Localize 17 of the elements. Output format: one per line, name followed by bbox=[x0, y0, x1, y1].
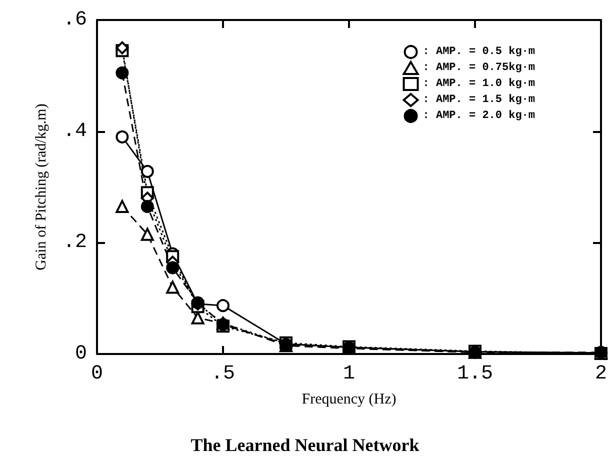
x-tick-label: 2 bbox=[594, 362, 608, 386]
y-tick-label: .2 bbox=[62, 231, 87, 254]
x-tick-label: .5 bbox=[210, 362, 236, 386]
legend-label: : AMP. = 0.75kg·m bbox=[422, 62, 536, 74]
y-tick-label: .6 bbox=[62, 8, 87, 32]
y-axis-title: Gain of Pitching (rad/kg.m) bbox=[34, 104, 50, 270]
legend-label: : AMP. = 1.5 kg·m bbox=[422, 94, 536, 106]
x-axis-title: Frequency (Hz) bbox=[302, 392, 396, 408]
legend-label: : AMP. = 2.0 kg·m bbox=[422, 110, 536, 122]
legend-label: : AMP. = 1.0 kg·m bbox=[422, 78, 536, 90]
legend-label: : AMP. = 0.5 kg·m bbox=[422, 46, 536, 58]
x-tick-label: 0 bbox=[90, 362, 104, 386]
text: The Learned Neural Network bbox=[190, 435, 420, 455]
x-tick-label: 1.5 bbox=[456, 362, 494, 386]
x-tick-label: 1 bbox=[342, 362, 356, 386]
y-tick-label: 0 bbox=[74, 342, 87, 366]
y-tick-label: .4 bbox=[62, 120, 87, 143]
